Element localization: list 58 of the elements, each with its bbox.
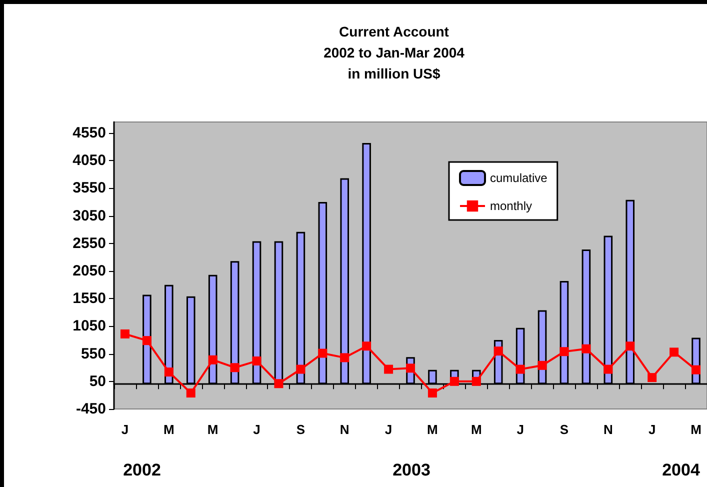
x-tick-label: S — [296, 422, 306, 437]
point — [142, 336, 152, 346]
x-tick-label: M — [470, 422, 482, 437]
y-tick-label: 50 — [89, 372, 106, 390]
point — [164, 368, 174, 377]
point — [450, 376, 459, 386]
y-tick-label: 1050 — [72, 318, 106, 335]
x-tick-label: J — [516, 422, 524, 437]
x-tick-label: M — [690, 422, 702, 437]
text: 2004 — [662, 460, 700, 480]
point — [692, 365, 701, 374]
point — [428, 388, 437, 398]
y-tick-label: 550 — [80, 345, 106, 362]
point — [252, 356, 262, 366]
legend-label: monthly — [490, 199, 532, 213]
x-tick-label: N — [603, 422, 613, 437]
y-tick-label: 4550 — [72, 124, 106, 142]
x-tick-label: M — [163, 422, 174, 437]
y-tick-label: 2550 — [72, 234, 106, 252]
point — [494, 346, 503, 356]
point — [648, 373, 657, 382]
point — [340, 353, 350, 362]
y-tick-label: 4050 — [72, 152, 106, 170]
point — [186, 388, 196, 398]
point — [626, 342, 635, 351]
point — [406, 364, 415, 373]
x-tick-label: S — [560, 422, 569, 437]
point — [120, 329, 130, 338]
point — [318, 348, 328, 358]
point — [516, 364, 525, 374]
point — [274, 379, 284, 388]
x-tick-label: M — [207, 422, 218, 437]
y-tick-label: 3550 — [72, 180, 106, 197]
legend-label: cumulative — [490, 171, 548, 185]
x-tick-label: N — [340, 422, 350, 437]
x-tick-label: M — [427, 422, 438, 437]
point — [538, 360, 547, 370]
x-tick-label: J — [648, 422, 656, 437]
point — [208, 355, 218, 364]
point — [384, 364, 394, 374]
chart-title: Current Account 2002 to Jan-Mar 2004 in million US$ — [324, 24, 465, 82]
point — [582, 344, 591, 354]
y-tick-label: 1550 — [72, 290, 106, 308]
x-tick-label: J — [121, 422, 129, 437]
y-tick-label: -450 — [76, 400, 106, 418]
point — [230, 363, 240, 372]
point — [296, 364, 306, 374]
x-tick-label: J — [253, 422, 260, 437]
point — [604, 364, 613, 374]
text: 2002 — [123, 460, 161, 480]
y-tick-label: 3050 — [72, 207, 106, 224]
x-tick-label: J — [384, 422, 392, 437]
y-tick-label: 2050 — [72, 262, 106, 280]
point — [560, 347, 569, 356]
text: 2003 — [392, 460, 430, 480]
point — [670, 348, 679, 357]
point — [472, 376, 481, 386]
point — [362, 342, 372, 351]
